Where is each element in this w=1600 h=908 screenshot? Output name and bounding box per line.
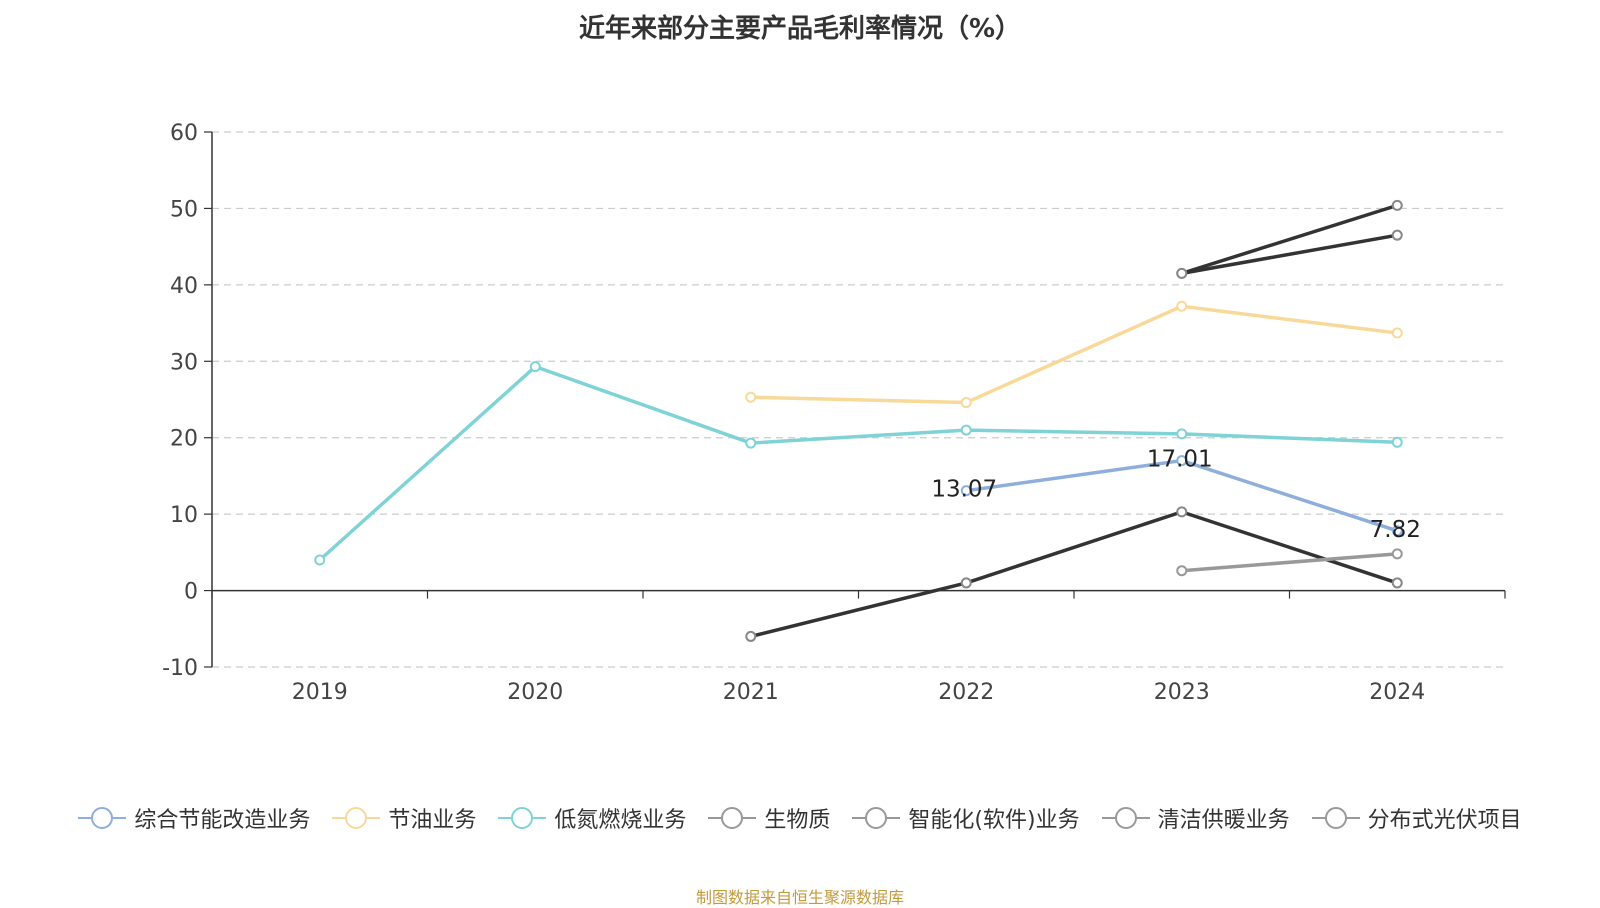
legend-item[interactable]: 智能化(软件)业务: [852, 802, 1080, 834]
data-point: [1176, 300, 1188, 312]
legend-label: 低氮燃烧业务: [554, 808, 687, 833]
legend-item[interactable]: 综合节能改造业务: [78, 802, 310, 834]
data-point: [960, 485, 972, 497]
data-labels: 13.07 17.01 7.82: [931, 447, 1421, 543]
data-point: [1391, 548, 1403, 560]
x-tick-label: 2024: [1369, 680, 1425, 705]
legend-marker-icon: [1101, 807, 1150, 829]
x-tick-label: 2021: [723, 680, 779, 705]
series-line: [750, 304, 1398, 405]
legend-marker-icon: [708, 807, 757, 829]
series-lines: [314, 199, 1403, 642]
data-point: [1391, 525, 1403, 537]
data-label: 13.07: [931, 477, 997, 503]
series-line: [1181, 233, 1398, 276]
y-tick-label: 20: [170, 427, 198, 452]
data-point: [1391, 577, 1403, 589]
y-tick-label: 60: [170, 121, 198, 146]
data-point: [1176, 267, 1188, 279]
data-point: [960, 424, 972, 436]
x-tick-label: 2022: [938, 680, 994, 705]
legend-label: 生物质: [764, 808, 831, 833]
data-point: [1176, 506, 1188, 518]
legend-item[interactable]: 节油业务: [332, 802, 476, 834]
legend: 综合节能改造业务 节油业务 低氮燃烧业务 生物质 智能化(软件)业务 清洁供暖业务 分布式光…: [0, 802, 1600, 834]
series-line: [750, 510, 1398, 639]
chart-title: 近年来部分主要产品毛利率情况（%）: [578, 14, 1022, 44]
data-point: [745, 437, 757, 449]
x-tick-label: 2020: [507, 680, 563, 705]
x-tick-label: 2019: [292, 680, 348, 705]
data-point: [529, 361, 541, 373]
data-point: [1391, 199, 1403, 211]
legend-item[interactable]: 低氮燃烧业务: [498, 802, 686, 834]
data-label: 7.82: [1370, 517, 1421, 543]
legend-marker-icon: [332, 807, 381, 829]
legend-item[interactable]: 清洁供暖业务: [1101, 802, 1290, 834]
legend-item[interactable]: 生物质: [708, 802, 830, 834]
data-point: [745, 391, 757, 403]
legend-label: 智能化(软件)业务: [908, 808, 1080, 833]
axes: -10 0 10 20 30 40 50 60 2019 2020 2021 2022 2023 2024: [162, 121, 1506, 705]
legend-marker-icon: [1311, 807, 1360, 829]
data-point: [1391, 436, 1403, 448]
y-tick-label: 30: [170, 350, 198, 375]
series-line: [1181, 203, 1398, 276]
legend-label: 节油业务: [388, 808, 477, 833]
y-tick-label: 10: [170, 503, 198, 528]
data-point: [745, 630, 757, 642]
data-point: [1176, 455, 1188, 467]
data-point: [960, 397, 972, 409]
data-point: [1391, 229, 1403, 241]
legend-label: 清洁供暖业务: [1157, 808, 1290, 833]
legend-marker-icon: [498, 807, 547, 829]
legend-label: 综合节能改造业务: [134, 808, 311, 833]
y-tick-label: 50: [170, 197, 198, 222]
x-tick-label: 2023: [1154, 680, 1210, 705]
data-point: [1176, 565, 1188, 577]
legend-marker-icon: [78, 807, 127, 829]
data-label: 17.01: [1147, 447, 1213, 473]
data-point: [1176, 428, 1188, 440]
legend-label: 分布式光伏项目: [1367, 808, 1522, 833]
legend-item[interactable]: 分布式光伏项目: [1311, 802, 1522, 834]
y-tick-label: 40: [170, 274, 198, 299]
source-note: 制图数据来自恒生聚源数据库: [695, 888, 904, 907]
legend-marker-icon: [852, 807, 901, 829]
series-line: [318, 364, 1398, 562]
y-tick-label: -10: [162, 656, 198, 681]
series-line: [1181, 552, 1398, 573]
data-point: [960, 577, 972, 589]
y-tick-label: 0: [184, 580, 198, 605]
data-point: [314, 554, 326, 566]
data-point: [1391, 327, 1403, 339]
